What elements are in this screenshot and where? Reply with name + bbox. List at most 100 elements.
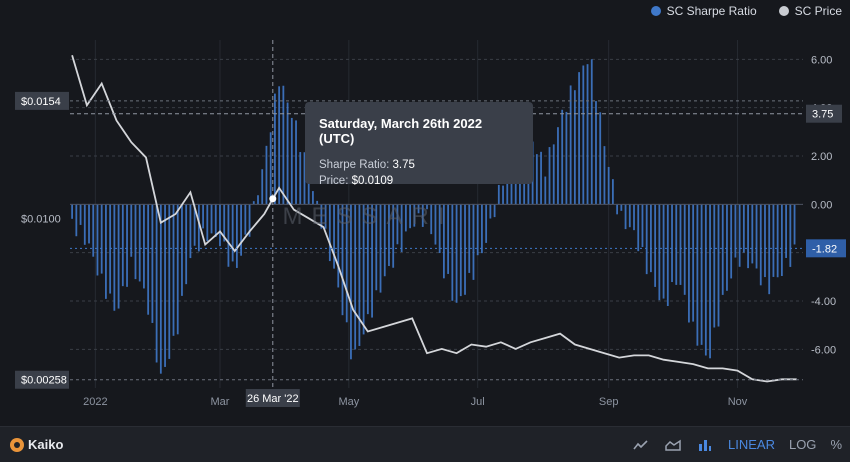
sharpe-bar xyxy=(552,144,555,205)
sharpe-bar xyxy=(109,204,112,294)
line-chart-icon[interactable] xyxy=(632,436,650,454)
sharpe-bar xyxy=(573,90,576,205)
sharpe-bar xyxy=(704,204,707,356)
sharpe-bar xyxy=(223,204,226,242)
sharpe-bar xyxy=(295,120,297,205)
sharpe-bar xyxy=(371,204,373,318)
left-price-label-bg xyxy=(15,370,69,389)
sharpe-bar xyxy=(662,204,665,299)
x-tick-label: Jul xyxy=(471,396,485,408)
sharpe-bar xyxy=(764,204,766,278)
legend-dot-sharpe xyxy=(650,6,661,16)
sharpe-bar xyxy=(751,204,754,264)
sharpe-bar xyxy=(358,204,361,346)
sharpe-bar xyxy=(438,204,441,254)
sharpe-bar xyxy=(252,201,255,205)
sharpe-bar xyxy=(100,204,103,274)
sharpe-bar xyxy=(586,64,589,205)
sharpe-bar xyxy=(645,204,648,275)
sharpe-bar xyxy=(303,152,306,205)
sharpe-bar xyxy=(696,204,699,346)
sharpe-bar xyxy=(658,204,661,301)
sharpe-bar xyxy=(759,204,762,286)
sharpe-bar xyxy=(362,204,365,335)
sharpe-bar xyxy=(666,204,669,307)
tooltip-price-label: Price: xyxy=(319,175,349,187)
sharpe-bar xyxy=(134,204,137,280)
sharpe-bar xyxy=(400,204,403,253)
sharpe-bar xyxy=(396,204,399,245)
sharpe-bar xyxy=(535,154,538,205)
sharpe-bar xyxy=(388,204,390,267)
last-value-tag-bg xyxy=(806,239,846,258)
sharpe-bar xyxy=(383,204,386,277)
legend-item-sharpe[interactable]: SC Sharpe Ratio xyxy=(650,4,757,18)
sharpe-bar xyxy=(747,204,749,269)
x-tick-label: Nov xyxy=(728,396,748,408)
sharpe-bar xyxy=(447,204,450,274)
sharpe-bar xyxy=(176,204,179,335)
scale-percent-button[interactable]: % xyxy=(830,437,842,452)
sharpe-bar xyxy=(404,204,407,232)
sharpe-bar xyxy=(434,204,437,245)
sharpe-bar xyxy=(392,204,395,268)
sharpe-bar xyxy=(316,200,319,205)
sharpe-bar xyxy=(168,204,171,359)
sharpe-bar xyxy=(113,204,116,311)
sharpe-bar xyxy=(240,204,243,256)
x-tick-label: Sep xyxy=(599,396,619,408)
tooltip-sharpe-row: Sharpe Ratio: 3.75 xyxy=(319,159,519,171)
sharpe-bar xyxy=(417,204,420,214)
sharpe-bar xyxy=(307,179,310,205)
legend-dot-price xyxy=(778,6,789,16)
watermark-text: MESSARI xyxy=(282,203,453,230)
y-right-tick-label: -6.00 xyxy=(811,344,836,356)
sharpe-bar xyxy=(345,204,348,323)
sharpe-bar xyxy=(700,204,703,345)
sharpe-bar xyxy=(611,179,614,205)
scale-linear-button[interactable]: LINEAR xyxy=(728,437,775,452)
sharpe-bar xyxy=(320,204,323,229)
sharpe-bar xyxy=(299,152,302,205)
hover-point xyxy=(269,195,277,203)
sharpe-bar xyxy=(413,204,416,227)
sharpe-bar xyxy=(493,204,496,218)
chart-controls: LINEAR LOG % xyxy=(632,436,842,454)
sharpe-bar xyxy=(633,204,635,231)
legend-label-price: SC Price xyxy=(794,4,842,18)
brand-name: Kaiko xyxy=(28,437,64,452)
sharpe-bar xyxy=(96,204,99,276)
sharpe-bar xyxy=(79,204,82,225)
sharpe-bar xyxy=(468,204,471,273)
scale-log-button[interactable]: LOG xyxy=(788,437,817,452)
sharpe-bar xyxy=(147,204,150,315)
sharpe-bar xyxy=(599,112,602,205)
sharpe-bar xyxy=(683,204,686,295)
sharpe-bar xyxy=(366,204,369,315)
sharpe-bar xyxy=(185,204,188,285)
sharpe-bar xyxy=(755,204,758,269)
legend-item-price[interactable]: SC Price xyxy=(778,4,842,18)
sharpe-bar xyxy=(231,204,234,262)
sharpe-bar xyxy=(130,204,133,257)
sharpe-bar xyxy=(75,204,78,237)
sharpe-bar xyxy=(654,204,657,287)
sharpe-bar xyxy=(117,204,120,309)
bar-chart-icon[interactable] xyxy=(696,436,714,454)
area-chart-icon[interactable] xyxy=(664,436,682,454)
sharpe-bar xyxy=(730,204,733,279)
sharpe-bar xyxy=(88,204,90,244)
legend-label-sharpe: SC Sharpe Ratio xyxy=(666,4,757,18)
sharpe-bar xyxy=(472,204,475,280)
sharpe-bar xyxy=(442,204,445,279)
sharpe-bar xyxy=(151,204,154,323)
sharpe-bar xyxy=(742,204,745,253)
sharpe-bar xyxy=(578,72,580,205)
y-right-tick-label: 0.00 xyxy=(811,199,832,211)
sharpe-bar xyxy=(726,204,728,291)
sharpe-bar xyxy=(421,204,424,227)
sharpe-bar xyxy=(459,204,462,297)
sharpe-bar xyxy=(197,204,200,252)
y-right-tick-label: 6.00 xyxy=(811,54,832,66)
sharpe-bar xyxy=(679,204,682,285)
